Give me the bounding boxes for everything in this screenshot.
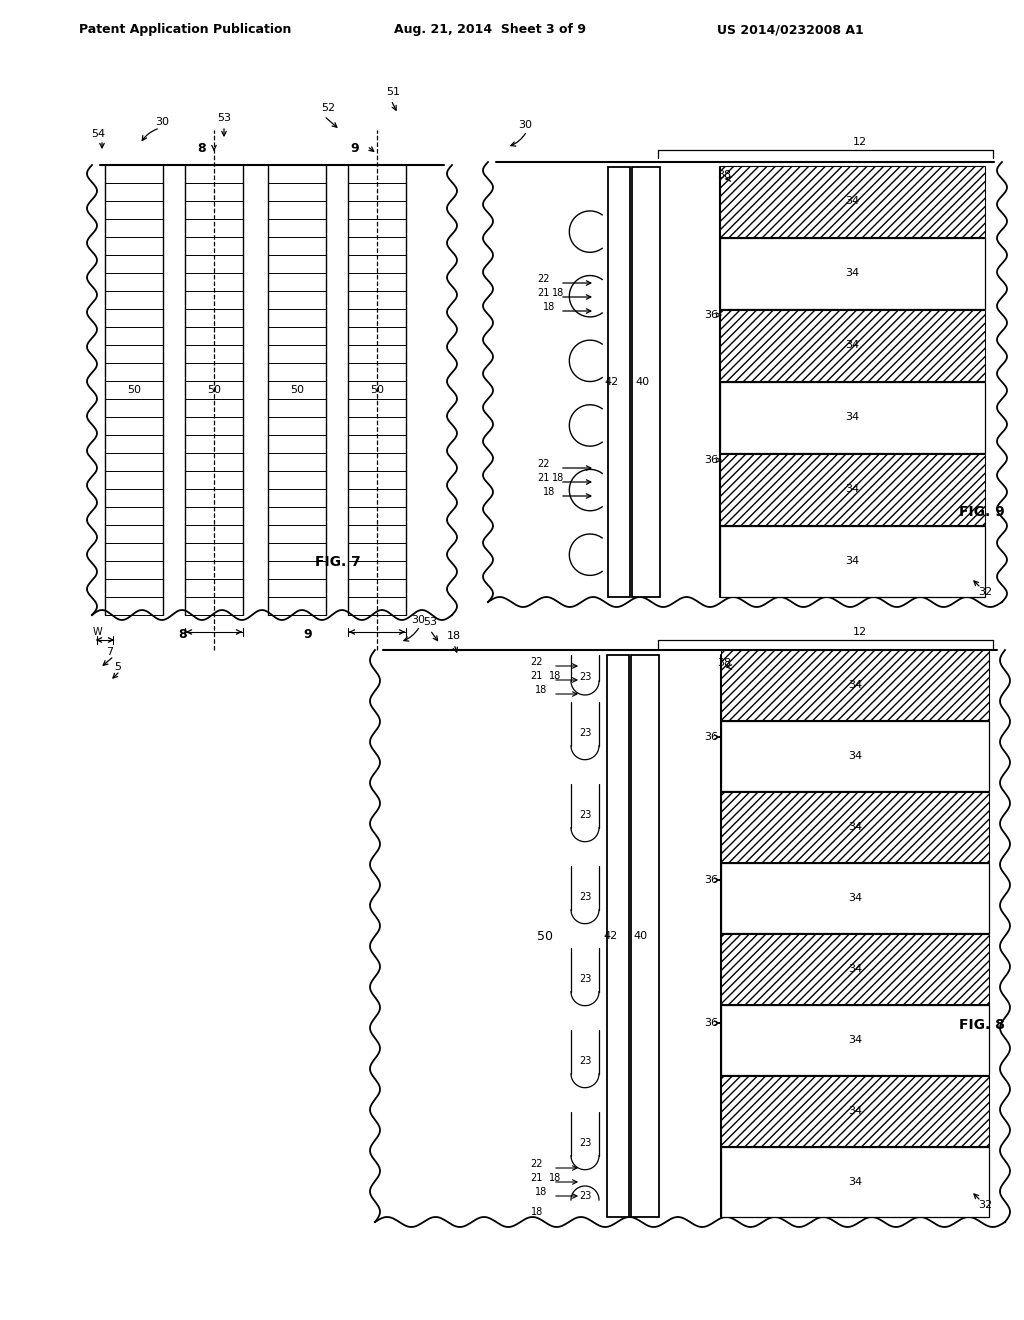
- Bar: [607, 655, 629, 1217]
- Text: 23: 23: [579, 892, 591, 902]
- Text: 23: 23: [579, 729, 591, 738]
- Text: FIG. 7: FIG. 7: [315, 554, 360, 569]
- Text: 38: 38: [717, 657, 731, 668]
- Bar: [720, 166, 985, 238]
- Text: 23: 23: [579, 974, 591, 983]
- Text: 30: 30: [518, 120, 532, 129]
- Text: 50: 50: [370, 385, 384, 395]
- Text: FIG. 9: FIG. 9: [959, 506, 1005, 519]
- Text: 12: 12: [853, 627, 867, 638]
- Text: 42: 42: [605, 378, 620, 387]
- Text: 18: 18: [446, 631, 461, 642]
- Text: 54: 54: [91, 129, 105, 139]
- Text: 53: 53: [217, 114, 231, 123]
- Text: 21: 21: [538, 473, 550, 483]
- Text: 23: 23: [579, 1138, 591, 1148]
- Text: 34: 34: [848, 1106, 862, 1115]
- Text: 50: 50: [537, 929, 553, 942]
- Text: 34: 34: [848, 1177, 862, 1187]
- Text: 18: 18: [552, 288, 564, 298]
- Text: 9: 9: [304, 627, 312, 640]
- Bar: [720, 525, 985, 597]
- Bar: [632, 168, 660, 597]
- Text: 34: 34: [848, 1035, 862, 1045]
- Bar: [721, 863, 989, 933]
- Text: 8: 8: [198, 141, 206, 154]
- Text: 22: 22: [538, 459, 550, 469]
- Text: 18: 18: [552, 473, 564, 483]
- Text: 50: 50: [290, 385, 304, 395]
- Text: 8: 8: [178, 627, 187, 640]
- Text: 22: 22: [530, 657, 543, 667]
- Text: 40: 40: [633, 931, 647, 941]
- Text: 22: 22: [530, 1159, 543, 1170]
- Text: 18: 18: [549, 1173, 561, 1183]
- Text: 50: 50: [207, 385, 221, 395]
- Text: 18: 18: [535, 685, 547, 696]
- Text: 34: 34: [846, 341, 859, 351]
- Text: 34: 34: [848, 751, 862, 762]
- Text: 9: 9: [350, 141, 359, 154]
- Text: 18: 18: [530, 1206, 543, 1217]
- Text: 42: 42: [604, 931, 618, 941]
- Bar: [721, 935, 989, 1005]
- Text: 36: 36: [705, 310, 718, 319]
- Text: 18: 18: [543, 487, 555, 498]
- Text: 30: 30: [411, 615, 425, 624]
- Text: 34: 34: [848, 964, 862, 974]
- Text: 34: 34: [846, 197, 859, 206]
- Text: 53: 53: [423, 616, 437, 627]
- Text: 36: 36: [705, 455, 718, 465]
- Text: 34: 34: [846, 412, 859, 422]
- Text: 34: 34: [848, 822, 862, 832]
- Text: 21: 21: [538, 288, 550, 298]
- Text: 50: 50: [127, 385, 141, 395]
- Text: 52: 52: [321, 103, 335, 114]
- Bar: [720, 238, 985, 309]
- Text: Patent Application Publication: Patent Application Publication: [79, 24, 291, 37]
- Text: 18: 18: [543, 302, 555, 312]
- Text: 22: 22: [538, 275, 550, 284]
- Bar: [608, 168, 630, 597]
- Bar: [721, 721, 989, 791]
- Text: 36: 36: [705, 1018, 718, 1028]
- Text: 23: 23: [579, 810, 591, 820]
- Bar: [721, 649, 989, 719]
- Text: 30: 30: [155, 117, 169, 127]
- Bar: [631, 655, 659, 1217]
- Text: 36: 36: [705, 875, 718, 884]
- Text: FIG. 8: FIG. 8: [959, 1018, 1005, 1032]
- Text: 21: 21: [530, 671, 543, 681]
- Text: 32: 32: [978, 587, 992, 597]
- Text: 23: 23: [579, 1191, 591, 1201]
- Text: 18: 18: [535, 1187, 547, 1197]
- Bar: [721, 1005, 989, 1074]
- Text: 34: 34: [846, 484, 859, 495]
- Text: 21: 21: [530, 1173, 543, 1183]
- Text: 23: 23: [579, 672, 591, 682]
- Bar: [721, 1147, 989, 1217]
- Text: 40: 40: [636, 378, 650, 387]
- Text: 5: 5: [115, 663, 122, 672]
- Text: 34: 34: [848, 680, 862, 690]
- Text: 12: 12: [853, 137, 867, 147]
- Bar: [721, 1076, 989, 1146]
- Text: 18: 18: [549, 671, 561, 681]
- Text: US 2014/0232008 A1: US 2014/0232008 A1: [717, 24, 863, 37]
- Text: 23: 23: [579, 1056, 591, 1067]
- Text: 34: 34: [846, 268, 859, 279]
- Text: 38: 38: [717, 170, 731, 180]
- Text: W: W: [92, 627, 101, 638]
- Text: Aug. 21, 2014  Sheet 3 of 9: Aug. 21, 2014 Sheet 3 of 9: [394, 24, 586, 37]
- Bar: [720, 310, 985, 381]
- Bar: [721, 792, 989, 862]
- Text: 34: 34: [848, 894, 862, 903]
- Bar: [720, 381, 985, 453]
- Text: 7: 7: [106, 647, 114, 657]
- Bar: [720, 454, 985, 525]
- Text: 51: 51: [386, 87, 400, 96]
- Text: 32: 32: [978, 1200, 992, 1210]
- Text: 34: 34: [846, 557, 859, 566]
- Text: 36: 36: [705, 733, 718, 742]
